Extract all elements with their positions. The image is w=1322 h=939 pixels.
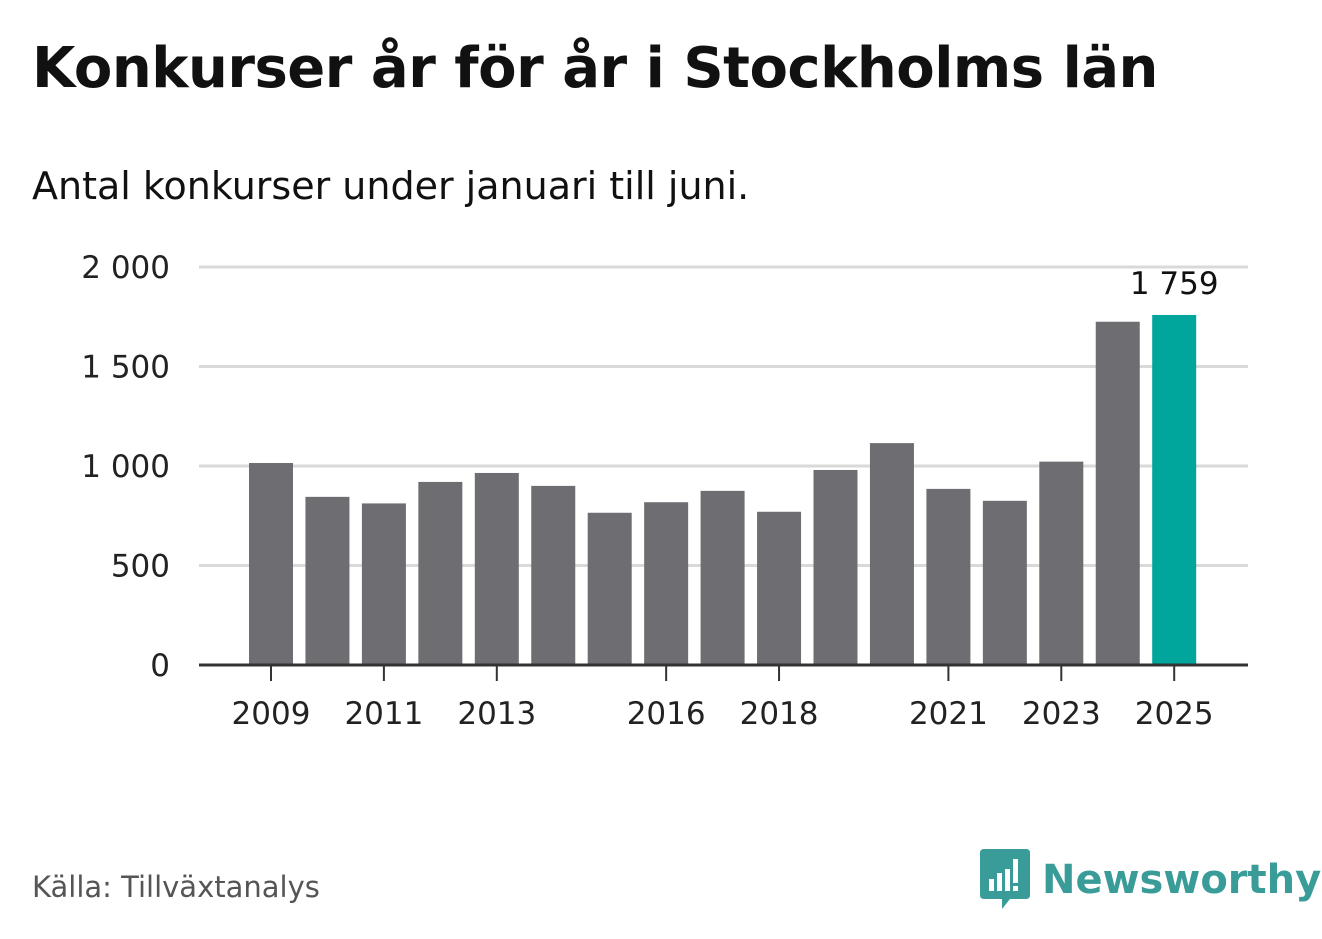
bar-2020: [869, 443, 914, 665]
x-tick-label: 2025: [1135, 696, 1214, 732]
x-tick-label: 2009: [232, 696, 311, 732]
source-note: Källa: Tillväxtanalys: [32, 870, 320, 904]
bar-2021: [926, 488, 971, 665]
x-tick-label: 2013: [457, 696, 536, 732]
bar-2012: [418, 481, 463, 665]
bar-2018: [757, 511, 802, 665]
bar-2017: [700, 490, 745, 665]
x-tick-label: 2011: [344, 696, 423, 732]
bar-2025: [1152, 314, 1197, 665]
chart-title: Konkurser år för år i Stockholms län: [32, 36, 1158, 101]
x-tick-label: 2021: [909, 696, 988, 732]
bar-2011: [361, 503, 406, 665]
brand-name: Newsworthy: [1042, 857, 1322, 903]
x-tick-label: 2023: [1022, 696, 1101, 732]
newsworthy-logo-icon: [980, 849, 1030, 909]
bar-chart: 0 500 1 000 1 500 2 000 2009 2011 2013 2016 2018 2…: [81, 250, 1248, 732]
y-tick-label: 0: [150, 648, 170, 684]
chart-subtitle: Antal konkurser under januari till juni.: [32, 164, 750, 208]
bar-2009: [249, 463, 293, 665]
bar-2015: [587, 512, 632, 665]
x-tick-label: 2018: [740, 696, 819, 732]
bar-2022: [982, 500, 1027, 665]
bar-2019: [813, 469, 858, 665]
bar-2010: [305, 496, 350, 665]
x-tick-label: 2016: [627, 696, 706, 732]
bar-2013: [474, 472, 519, 665]
bar-2024: [1095, 321, 1140, 665]
data-label: 1 759: [1130, 266, 1219, 302]
y-tick-label: 2 000: [81, 250, 170, 286]
bar-2014: [531, 485, 576, 665]
bar-2016: [644, 502, 689, 665]
bar-2023: [1039, 461, 1084, 665]
y-tick-label: 1 500: [81, 350, 170, 386]
y-tick-label: 1 000: [81, 449, 170, 485]
y-tick-label: 500: [111, 549, 170, 585]
brand-logo: Newsworthy: [980, 848, 1321, 912]
